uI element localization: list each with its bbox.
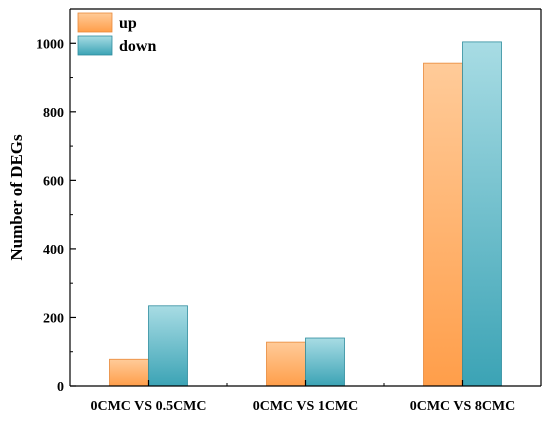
bar-down-1	[148, 305, 188, 387]
bar-down-3	[462, 41, 502, 387]
y-tick-label: 600	[43, 174, 64, 189]
bar-down-2	[305, 337, 345, 387]
y-tick-label: 200	[43, 311, 64, 326]
ticks-layer: 0 200 400 600 800 1000 0CMC VS 0.5CMC 0CMC VS 1…	[36, 37, 515, 414]
bar-up-3	[423, 62, 463, 387]
x-category-label: 0CMC VS 8CMC	[410, 399, 516, 414]
x-category-label: 0CMC VS 0.5CMC	[90, 399, 206, 414]
y-tick-label: 0	[57, 380, 64, 395]
legend-label-down: down	[119, 38, 156, 55]
y-tick-label: 1000	[36, 37, 64, 52]
bars-layer	[109, 41, 502, 387]
y-tick-label: 400	[43, 243, 64, 258]
legend-swatch-down	[77, 35, 113, 56]
legend-label-up: up	[119, 15, 137, 32]
x-category-label: 0CMC VS 1CMC	[253, 399, 359, 414]
bar-up-2	[266, 341, 306, 387]
legend: up down	[77, 12, 156, 56]
bar-up-1	[109, 358, 149, 387]
legend-swatch-up	[77, 12, 113, 33]
y-axis-title: Number of DEGs	[7, 134, 26, 261]
y-tick-label: 800	[43, 106, 64, 121]
